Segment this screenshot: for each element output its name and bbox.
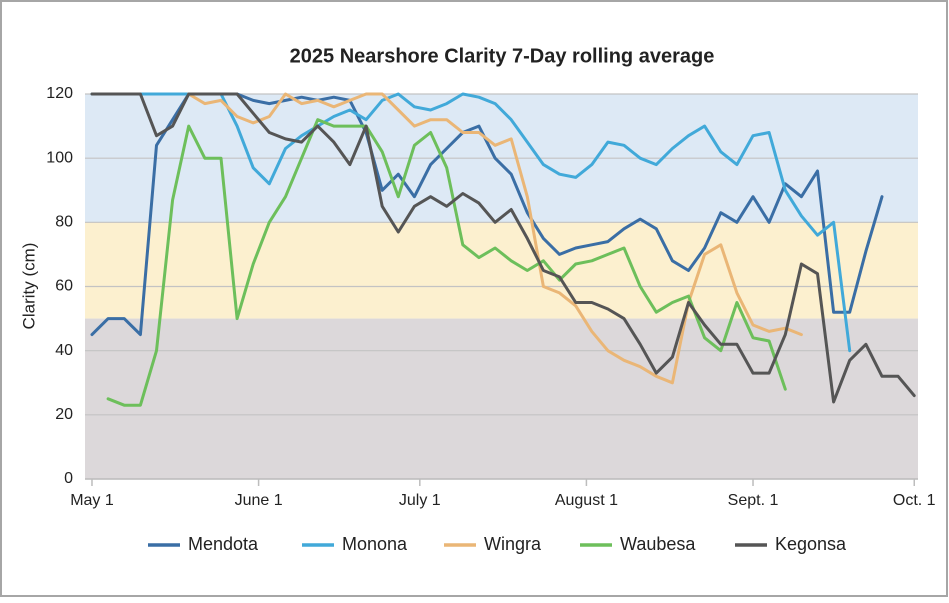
- legend-label: Kegonsa: [775, 534, 847, 554]
- y-tick-label: 20: [55, 406, 73, 423]
- y-axis-label: Clarity (cm): [19, 243, 38, 330]
- x-tick-label: July 1: [399, 492, 441, 509]
- y-tick-label: 80: [55, 214, 73, 231]
- legend-label: Wingra: [484, 534, 542, 554]
- series-line: [187, 92, 803, 385]
- series-line: [90, 92, 916, 404]
- y-tick-label: 0: [64, 470, 73, 487]
- series-line: [106, 118, 787, 407]
- x-tick-label: June 1: [235, 492, 283, 509]
- y-tick-label: 60: [55, 278, 73, 295]
- legend-label: Mendota: [188, 534, 259, 554]
- band: [85, 318, 918, 479]
- legend-label: Waubesa: [620, 534, 696, 554]
- x-tick-label: August 1: [555, 492, 618, 509]
- x-tick-label: Oct. 1: [893, 492, 936, 509]
- legend-label: Monona: [342, 534, 408, 554]
- x-tick-label: May 1: [70, 492, 114, 509]
- y-tick-label: 120: [46, 85, 73, 102]
- y-tick-label: 40: [55, 342, 73, 359]
- x-tick-label: Sept. 1: [728, 492, 779, 509]
- band: [85, 222, 918, 319]
- chart-title: 2025 Nearshore Clarity 7-Day rolling ave…: [290, 45, 715, 67]
- y-tick-label: 100: [46, 149, 73, 166]
